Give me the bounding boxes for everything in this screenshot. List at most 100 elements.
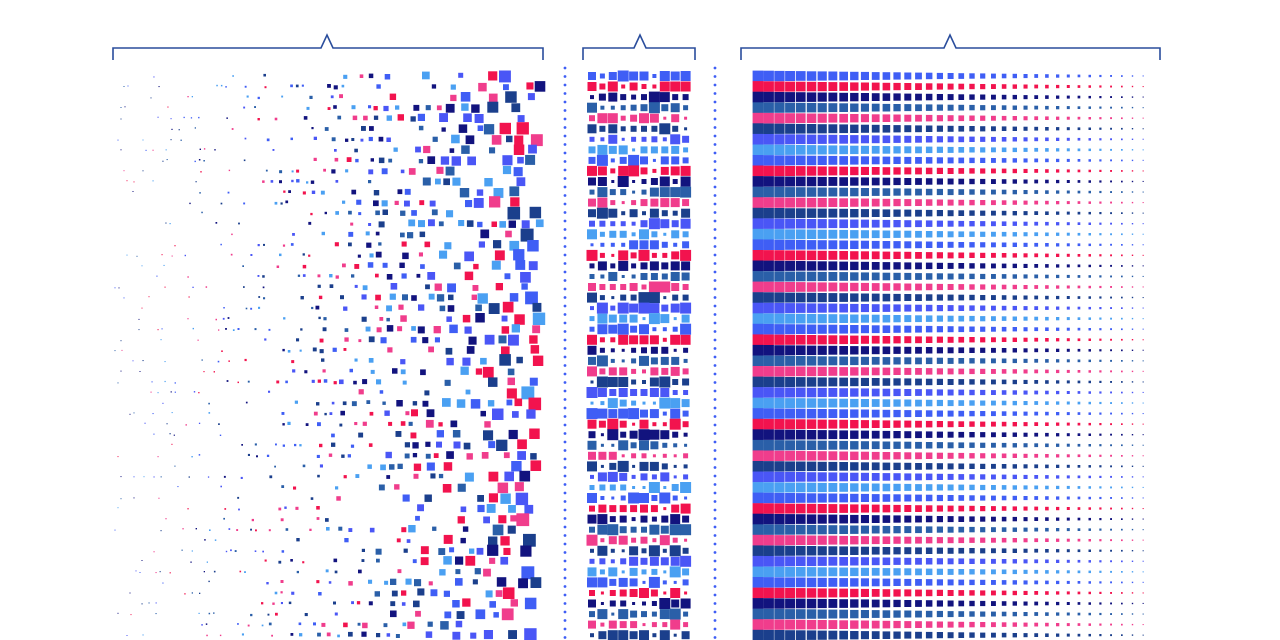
- grid-square: [1056, 348, 1060, 352]
- grid-square: [958, 284, 965, 290]
- grid-square: [839, 229, 848, 239]
- scatter-square: [375, 210, 380, 216]
- grid-square: [662, 622, 668, 628]
- grid-square: [639, 355, 649, 366]
- grid-square: [969, 315, 975, 322]
- divider-dot: [713, 508, 717, 512]
- scatter-square: [475, 304, 482, 312]
- grid-square: [947, 125, 954, 132]
- scatter-square: [534, 81, 546, 92]
- scatter-square: [524, 597, 537, 610]
- grid-square: [806, 503, 817, 514]
- divider-dot: [713, 83, 717, 87]
- grid-square: [1121, 381, 1123, 383]
- grid-square: [947, 484, 954, 491]
- grid-square: [641, 453, 647, 459]
- divider-dot: [713, 228, 717, 231]
- grid-square: [806, 514, 817, 524]
- grid-square: [991, 622, 996, 628]
- grid-square: [587, 345, 597, 355]
- grid-square: [610, 221, 616, 227]
- grid-square: [752, 577, 764, 588]
- scatter-square: [155, 613, 157, 615]
- grid-square: [991, 274, 996, 279]
- scatter-square: [415, 610, 421, 617]
- grid-square: [795, 493, 806, 503]
- scatter-square: [491, 221, 497, 227]
- scatter-square: [502, 301, 514, 313]
- grid-square: [1121, 549, 1123, 552]
- scatter-square: [509, 186, 520, 197]
- grid-square: [893, 568, 901, 576]
- grid-square: [609, 189, 616, 196]
- grid-square: [680, 482, 692, 493]
- grid-square: [1088, 180, 1091, 183]
- grid-square: [651, 622, 657, 628]
- grid-square: [925, 463, 933, 470]
- grid-square: [850, 293, 859, 302]
- scatter-square: [532, 325, 541, 334]
- grid-square: [1142, 529, 1144, 531]
- grid-square: [1066, 633, 1070, 637]
- grid-square: [608, 536, 617, 545]
- grid-square: [763, 91, 774, 103]
- grid-square: [980, 432, 986, 438]
- grid-square: [915, 273, 922, 280]
- grid-square: [850, 92, 859, 102]
- grid-square: [1110, 286, 1112, 288]
- scatter-square: [206, 561, 208, 563]
- grid-square: [871, 462, 880, 471]
- grid-square: [1131, 391, 1134, 394]
- grid-square: [1012, 232, 1017, 237]
- grid-square: [600, 591, 604, 595]
- grid-square: [1012, 506, 1017, 511]
- grid-square: [619, 399, 627, 407]
- grid-square: [925, 399, 933, 407]
- grid-square: [795, 377, 806, 387]
- brackets: [112, 33, 1161, 60]
- grid-square: [828, 177, 838, 186]
- grid-square: [662, 453, 667, 458]
- scatter-square: [199, 148, 201, 150]
- grid-square: [795, 630, 806, 640]
- divider-dot: [563, 126, 567, 129]
- grid-square: [1142, 212, 1144, 214]
- grid-square: [958, 495, 965, 501]
- grid-square: [670, 187, 681, 198]
- grid-square: [1077, 95, 1081, 99]
- divider-dot: [563, 559, 567, 563]
- grid-square: [882, 367, 891, 376]
- grid-square: [839, 367, 848, 376]
- grid-square: [1131, 444, 1134, 446]
- grid-square: [785, 598, 796, 609]
- grid-square: [871, 103, 880, 112]
- grid-square: [958, 611, 965, 617]
- scatter-square: [535, 219, 544, 228]
- grid-square: [904, 188, 912, 196]
- scatter-square: [198, 392, 200, 394]
- grid-square: [828, 240, 838, 250]
- grid-square: [1077, 486, 1081, 489]
- grid-square: [991, 558, 996, 564]
- grid-square: [806, 482, 817, 493]
- grid-square: [1088, 296, 1091, 299]
- scatter-square: [483, 630, 493, 640]
- divider-dot: [563, 500, 567, 503]
- grid-square: [1023, 622, 1028, 627]
- grid-square: [1001, 126, 1007, 131]
- grid-square: [925, 336, 933, 343]
- grid-square: [915, 167, 922, 175]
- grid-square: [839, 324, 848, 334]
- scatter-square: [285, 200, 289, 204]
- grid-square: [936, 579, 943, 586]
- grid-square: [893, 483, 901, 492]
- grid-square: [641, 179, 647, 184]
- scatter-square: [388, 158, 393, 163]
- grid-square: [661, 463, 668, 470]
- grid-square: [1023, 95, 1028, 100]
- grid-square: [850, 251, 859, 260]
- grid-square: [663, 116, 667, 120]
- grid-square: [639, 419, 649, 429]
- grid-square: [882, 283, 891, 291]
- grid-square: [817, 250, 827, 260]
